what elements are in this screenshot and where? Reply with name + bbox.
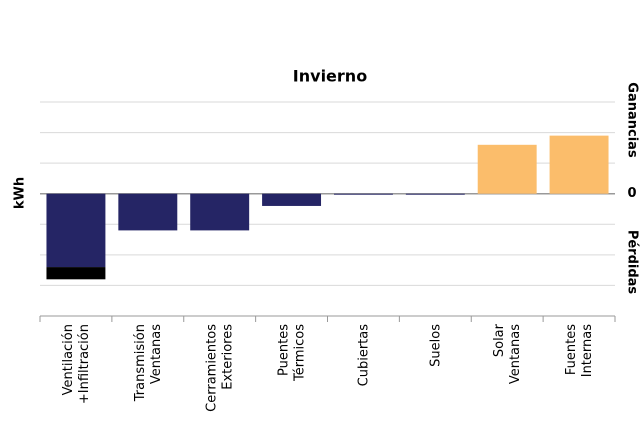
bar (46, 267, 106, 280)
bar (118, 193, 178, 231)
bar (549, 135, 609, 194)
x-tick-label: CerramientosExteriores (204, 324, 235, 412)
chart-title: Invierno (293, 67, 367, 86)
bar (190, 193, 250, 231)
losses-label: Pérdidas (625, 230, 640, 295)
x-tick-label: PuentesTérmicos (276, 324, 307, 382)
bar (405, 193, 465, 195)
y-tick-label: 0 (627, 186, 636, 201)
x-tick-label: Suelos (428, 324, 443, 367)
x-tick-label: Cubiertas (356, 324, 371, 387)
bar (46, 193, 106, 268)
x-tick-label: TransmisiónVentanas (132, 324, 163, 402)
bar (477, 144, 537, 194)
gains-label: Ganancias (625, 82, 640, 158)
x-tick-label: SolarVentanas (492, 323, 523, 384)
y-axis-label: kWh (13, 177, 28, 209)
bar (333, 193, 393, 195)
x-tick-label: FuentesInternas (564, 324, 595, 377)
x-tick-label: Ventilación+Infiltración (60, 324, 91, 404)
bar (262, 193, 322, 206)
